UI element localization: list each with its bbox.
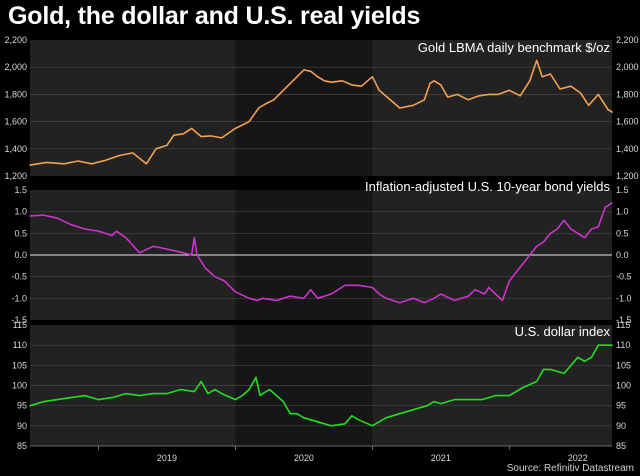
y-tick-label-right: 85 (616, 441, 626, 451)
source-note: Source: Refinitiv Datastream (506, 463, 634, 474)
y-tick-label-left: 0.5 (14, 228, 27, 238)
y-tick-label-left: 2,200 (4, 35, 27, 45)
y-tick-label-left: 1,600 (4, 117, 27, 127)
y-tick-label-right: -0.5 (616, 272, 632, 282)
y-tick-label-right: 2,200 (616, 35, 639, 45)
y-tick-label-left: 1,400 (4, 144, 27, 154)
y-tick-label-left: 110 (13, 340, 27, 350)
x-tick-label: 2019 (157, 453, 177, 463)
y-tick-label-right: 95 (616, 401, 626, 411)
y-tick-label-left: -1.5 (11, 315, 27, 325)
gold-panel-series-line (29, 59, 613, 166)
x-tick-label: 2022 (568, 453, 588, 463)
real-yields-panel-title: Inflation-adjusted U.S. 10-year bond yie… (365, 179, 610, 194)
y-tick-label-left: 85 (17, 441, 27, 451)
gold-panel: 1,200 1,200 1,400 1,400 1,600 1,600 1,800 1,800… (4, 35, 638, 181)
y-tick-label-right: 1,600 (616, 117, 639, 127)
y-tick-label-right: 0.0 (616, 250, 629, 260)
y-tick-label-right: 1.0 (616, 207, 629, 217)
chart-title: Gold, the dollar and U.S. real yields (8, 2, 421, 30)
real-yields-panel: -1.5 -1.5 -1.0 -1.0 -0.5 -0.5 0.0 0.0 0.5 0.5 1.0 1… (11, 179, 631, 325)
y-tick-label-right: 1,800 (616, 89, 639, 99)
y-tick-label-right: 100 (616, 381, 631, 391)
y-tick-label-left: 100 (12, 381, 27, 391)
y-tick-label-left: 90 (17, 421, 27, 431)
y-tick-label-right: 115 (616, 320, 630, 330)
y-tick-label-left: 115 (13, 320, 27, 330)
y-tick-label-right: 110 (616, 340, 630, 350)
y-tick-label-left: 1.5 (14, 185, 27, 195)
dollar-index-panel: 85 85 90 90 95 95 100 100 105 105 110 110 115 115 U.S.… (12, 320, 631, 451)
dollar-index-panel-series-line (29, 344, 613, 427)
x-axis: 2019 2020 2021 2022 (30, 445, 612, 463)
y-tick-label-left: 105 (12, 360, 27, 370)
gold-panel-title: Gold LBMA daily benchmark $/oz (418, 40, 610, 55)
y-tick-label-right: 1,400 (616, 144, 639, 154)
y-tick-label-left: -1.0 (11, 293, 27, 303)
dollar-index-panel-title: U.S. dollar index (515, 324, 611, 339)
x-tick-label: 2021 (431, 453, 451, 463)
y-tick-label-right: -1.0 (616, 293, 632, 303)
y-tick-label-right: 0.5 (616, 228, 629, 238)
y-tick-label-right: 90 (616, 421, 626, 431)
y-tick-label-right: -1.5 (616, 315, 632, 325)
x-tick-label: 2020 (294, 453, 314, 463)
y-tick-label-right: 105 (616, 360, 631, 370)
y-tick-label-right: 1,200 (616, 171, 639, 181)
gold-panel-year-band (235, 40, 373, 176)
y-tick-label-left: 1,800 (4, 89, 27, 99)
real-yields-panel-series-line (29, 202, 613, 304)
y-tick-label-right: 2,000 (616, 62, 639, 72)
y-tick-label-right: 1.5 (616, 185, 629, 195)
y-tick-label-left: 0.0 (14, 250, 27, 260)
y-tick-label-left: 2,000 (4, 62, 27, 72)
y-tick-label-left: 1,200 (4, 171, 27, 181)
y-tick-label-left: -0.5 (11, 272, 27, 282)
y-tick-label-left: 95 (17, 401, 27, 411)
y-tick-label-left: 1.0 (14, 207, 27, 217)
